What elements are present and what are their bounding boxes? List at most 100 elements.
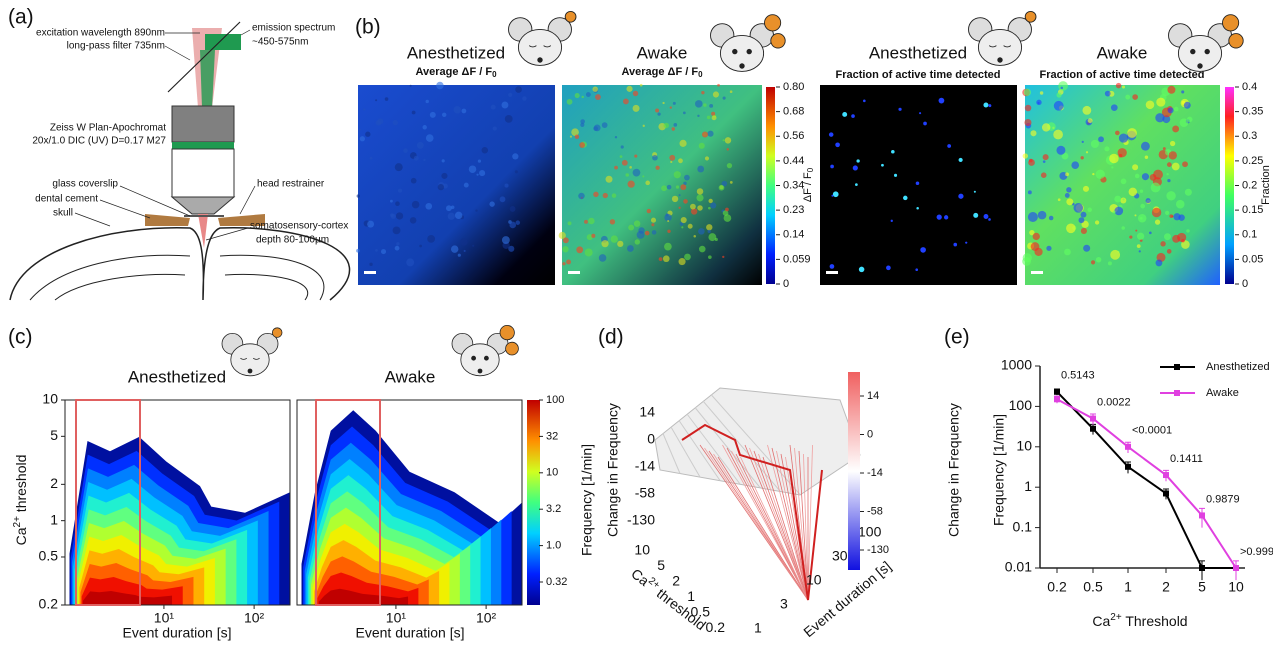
image-texture xyxy=(571,128,579,136)
image-texture xyxy=(380,249,387,255)
image-texture xyxy=(611,193,617,198)
image-texture xyxy=(1037,210,1047,220)
highlight-box xyxy=(315,399,381,606)
image-texture xyxy=(475,209,478,212)
image-texture xyxy=(938,97,945,104)
image-texture xyxy=(445,205,452,212)
image-texture xyxy=(726,162,733,169)
image-texture xyxy=(1104,146,1110,152)
legend-label: Anesthetized xyxy=(1206,361,1270,373)
y-tick-label: 1000 xyxy=(1001,357,1032,373)
image-texture xyxy=(593,126,599,131)
image-texture xyxy=(1125,94,1131,100)
legend-marker xyxy=(1174,390,1180,396)
legend-marker xyxy=(1174,364,1180,370)
image-texture xyxy=(1145,198,1151,204)
image-texture xyxy=(1144,155,1149,159)
surface-funnel xyxy=(735,453,809,601)
colorbar-tick-label: 0.1 xyxy=(1242,229,1257,241)
scale-bar xyxy=(364,271,376,274)
colorbar-label: Change in Frequency xyxy=(946,403,962,537)
image-texture xyxy=(701,90,705,95)
image-texture xyxy=(403,148,408,153)
x-axis-label: Event duration [s] xyxy=(356,625,465,641)
image-texture xyxy=(1132,164,1139,171)
image-texture xyxy=(650,217,657,223)
surface-funnel xyxy=(744,444,809,601)
colorbar-tick-label: 0 xyxy=(867,428,873,440)
mouse-eye xyxy=(732,48,738,55)
image-texture xyxy=(1034,247,1043,256)
image-texture xyxy=(718,184,725,191)
microscope-diagram xyxy=(9,21,351,301)
image-texture xyxy=(1136,244,1141,249)
marker xyxy=(1125,443,1131,450)
image-subtitle: Average ΔF / F0 xyxy=(415,66,497,79)
annotation: 0.1411 xyxy=(1170,453,1203,465)
image-texture xyxy=(411,200,420,209)
z-tick-label: -58 xyxy=(635,485,655,501)
z-tick-label: -14 xyxy=(635,458,655,474)
panel-label: (b) xyxy=(355,16,381,39)
image-texture xyxy=(856,159,860,163)
image-texture xyxy=(1135,229,1138,232)
legend-label: Awake xyxy=(1206,387,1239,399)
marker xyxy=(1090,425,1096,432)
image-texture xyxy=(673,171,681,179)
x-axis-label: Event duration [s] xyxy=(123,625,232,641)
image-texture xyxy=(1136,232,1145,240)
scale-bar xyxy=(1031,271,1043,274)
image-texture xyxy=(644,230,650,236)
image-texture xyxy=(419,244,422,248)
surface xyxy=(654,387,861,496)
image-texture xyxy=(425,202,433,210)
plot-frame xyxy=(64,399,291,606)
image-texture xyxy=(1173,213,1181,221)
colorbar-tick-label: 0 xyxy=(783,278,789,290)
image-texture xyxy=(915,181,920,186)
colorbar-tick-label: 100 xyxy=(546,394,564,406)
mouse-icon xyxy=(451,324,519,377)
image-texture xyxy=(1177,232,1187,242)
annotation: head restrainer xyxy=(257,179,325,190)
image-texture xyxy=(936,214,942,220)
image-texture xyxy=(1166,172,1169,176)
image-texture xyxy=(1151,207,1162,218)
image-texture xyxy=(664,242,672,251)
image-texture xyxy=(1121,226,1125,230)
image-texture xyxy=(923,121,927,126)
image-texture xyxy=(605,175,613,183)
image-texture xyxy=(450,245,459,253)
image-texture xyxy=(617,240,624,248)
surface-funnel xyxy=(722,444,809,601)
annotation: skull xyxy=(53,208,73,219)
image-texture xyxy=(425,134,434,142)
annotation: somatosensory-cortex xyxy=(250,221,348,232)
image-texture xyxy=(1028,159,1035,166)
image-texture xyxy=(574,92,580,99)
image-texture xyxy=(1110,249,1121,260)
image-texture xyxy=(1154,219,1161,225)
image-texture xyxy=(1061,152,1069,160)
y-tick-label: 0.1 xyxy=(1013,518,1033,534)
image-texture xyxy=(1186,229,1190,233)
line xyxy=(1056,391,1236,569)
annotation: ~450-575nm xyxy=(252,37,308,48)
image-texture xyxy=(682,111,686,115)
image-texture xyxy=(722,255,725,259)
image-texture xyxy=(1163,233,1171,241)
image-texture xyxy=(678,258,686,266)
image-texture xyxy=(835,142,840,148)
colorbar-tick-label: 0.05 xyxy=(1242,253,1263,265)
image-texture xyxy=(1115,82,1122,89)
colorbar-tick-label: 0.56 xyxy=(783,130,804,142)
image-texture xyxy=(1056,92,1062,98)
image-texture xyxy=(396,242,400,246)
image-texture xyxy=(1022,257,1031,266)
image-texture xyxy=(832,191,839,198)
image-texture xyxy=(1027,212,1038,223)
y-tick-label: 10 xyxy=(806,572,822,588)
image-texture xyxy=(1022,153,1029,159)
image-texture xyxy=(1115,130,1120,136)
image-texture xyxy=(958,157,963,163)
